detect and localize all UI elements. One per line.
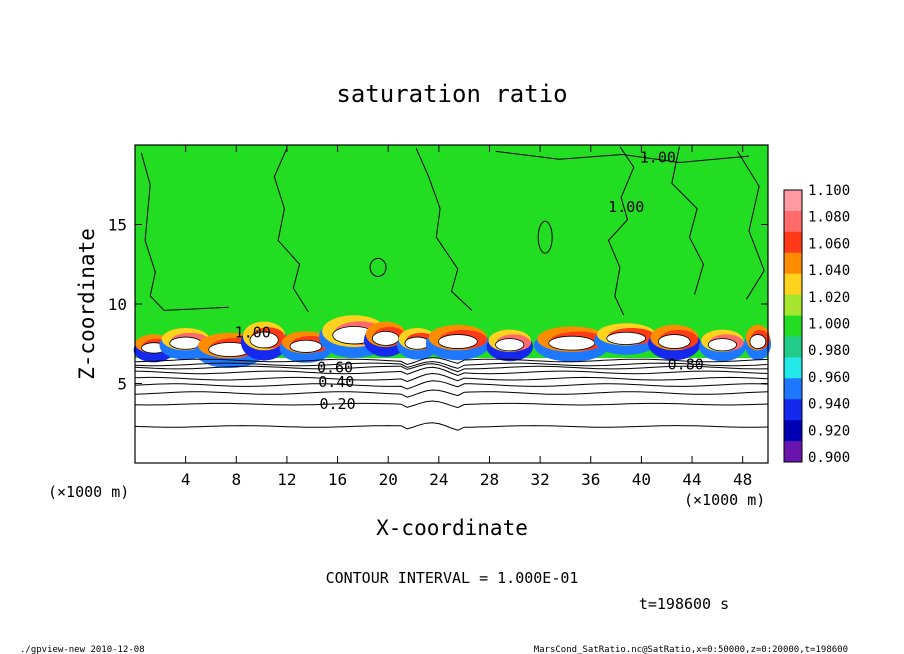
- contour-line: [537, 220, 553, 254]
- colorbar-swatch: [784, 315, 802, 337]
- y-axis-label: Z-coordinate: [75, 228, 99, 380]
- colorbar-swatch: [784, 294, 802, 317]
- x-tick-label: 4: [181, 470, 191, 489]
- colorbar-label: 1.080: [808, 210, 850, 226]
- contour-line: [495, 150, 750, 164]
- x-tick-label: 44: [682, 470, 701, 489]
- contour-line: [134, 361, 769, 369]
- x-tick-label: 36: [581, 470, 600, 489]
- x-tick-label: 8: [231, 470, 241, 489]
- contour-label: 0.80: [668, 355, 704, 373]
- colorbar-label: 1.060: [808, 236, 850, 252]
- contour-line: [134, 422, 769, 431]
- contour-label: 0.60: [317, 359, 353, 377]
- x-unit-left: (×1000 m): [48, 483, 129, 501]
- contour-line: [671, 146, 704, 295]
- contour-interval-text: CONTOUR INTERVAL = 1.000E-01: [326, 569, 579, 587]
- colorbar-swatch: [784, 420, 802, 442]
- contour-line: [737, 151, 765, 300]
- stable-layer-bands: [135, 358, 768, 463]
- colorbar-swatch: [784, 252, 802, 275]
- contour-label: 0.20: [319, 395, 355, 413]
- contour-line: [134, 372, 769, 383]
- contour-lines: [134, 146, 769, 431]
- contour-line: [415, 147, 473, 311]
- y-tick-label: 15: [108, 216, 127, 235]
- x-unit-right: (×1000 m): [684, 491, 765, 509]
- contour-line: [134, 357, 769, 366]
- cloud-core: [657, 334, 691, 349]
- footer-right: MarsCond_SatRatio.nc@SatRatio,x=0:50000,…: [534, 645, 848, 654]
- y-tick-label: 5: [117, 375, 127, 394]
- x-tick-label: 32: [530, 470, 549, 489]
- x-axis: 4 8 12 16 20 24 28 32 36 40 44 48: [181, 145, 752, 489]
- cloud-layer-field: [133, 315, 771, 369]
- cloud-core: [249, 331, 279, 349]
- subsaturated-layer: [135, 358, 768, 463]
- contour-line: [134, 366, 769, 377]
- colorbar-swatch: [784, 231, 802, 254]
- x-tick-label: 28: [480, 470, 499, 489]
- colorbar-label: 0.900: [808, 450, 850, 466]
- x-tick-label: 24: [429, 470, 448, 489]
- contour-line: [369, 257, 387, 277]
- colorbar: 1.100 1.080 1.060 1.040 1.020 1.000 0.980 0.960…: [783, 183, 850, 466]
- contour-line: [134, 400, 769, 409]
- cloud-core: [548, 335, 596, 351]
- y-axis: 5 10 15: [108, 216, 768, 394]
- contour-line: [607, 146, 635, 316]
- colorbar-label: 1.020: [808, 290, 850, 306]
- contour-label: 1.00: [640, 149, 676, 167]
- colorbar-label: 0.960: [808, 370, 850, 386]
- colorbar-frame: [783, 189, 803, 463]
- colorbar-label: 0.980: [808, 343, 850, 359]
- colorbar-swatch: [784, 357, 802, 379]
- colorbar-label: 0.940: [808, 397, 850, 413]
- colorbar-label: 1.040: [808, 263, 850, 279]
- x-axis-label: X-coordinate: [376, 516, 528, 540]
- contour-labels: 1.00 1.00 1.00 0.80 0.600.40 0.20: [235, 149, 704, 413]
- contour-line: [134, 380, 769, 390]
- contour-line: [134, 389, 769, 398]
- colorbar-label: 0.920: [808, 423, 850, 439]
- plot-area: 1.00 1.00 1.00 0.80 0.600.40 0.20: [133, 144, 771, 464]
- cloud-core: [495, 338, 525, 352]
- y-tick-label: 10: [108, 295, 127, 314]
- colorbar-swatch: [784, 441, 802, 463]
- contour-label: 1.00: [235, 324, 271, 342]
- x-tick-label: 16: [328, 470, 347, 489]
- colorbar-swatch: [784, 399, 802, 421]
- colorbar-swatch: [784, 378, 802, 400]
- contour-label: 0.40: [318, 373, 354, 391]
- colorbar-label: 1.100: [808, 183, 850, 199]
- contour-line: [273, 147, 309, 313]
- time-text: t=198600 s: [639, 595, 729, 613]
- colorbar-swatch: [784, 210, 802, 233]
- cloud-core: [289, 339, 323, 353]
- contour-line: [140, 152, 229, 311]
- chart-title: saturation ratio: [336, 80, 567, 108]
- x-tick-label: 48: [733, 470, 752, 489]
- cloud-core: [749, 334, 767, 349]
- colorbar-label: 1.000: [808, 317, 850, 333]
- x-tick-label: 12: [277, 470, 296, 489]
- x-tick-label: 20: [379, 470, 398, 489]
- colorbar-swatch: [784, 336, 802, 358]
- cloud-core: [606, 331, 647, 345]
- cloud-core: [707, 338, 738, 352]
- cloud-core: [437, 334, 478, 349]
- contour-label: 1.00: [608, 198, 644, 216]
- footer-left: ./gpview-new 2010-12-08: [20, 645, 145, 654]
- colorbar-swatch: [784, 190, 802, 212]
- contour-line: [134, 363, 769, 373]
- cloud-core: [371, 330, 400, 346]
- colorbar-swatch: [784, 273, 802, 296]
- x-tick-label: 40: [632, 470, 651, 489]
